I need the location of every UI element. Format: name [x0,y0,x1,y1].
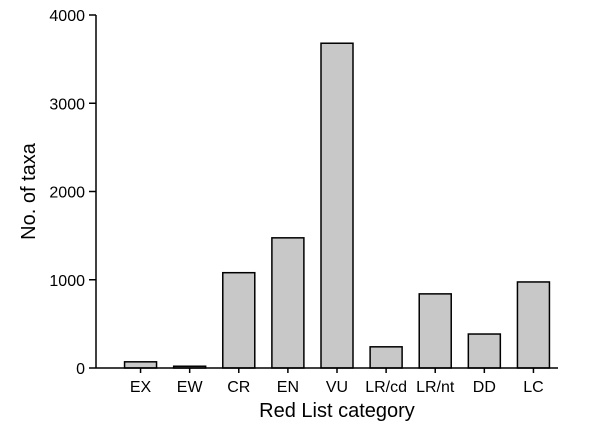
bars-layer [123,42,551,369]
y-tick-label-3000: 3000 [49,96,85,113]
y-ticks: 0 1000 2000 3000 4000 [49,8,96,378]
bar-dd [467,333,502,369]
y-tick-label-0: 0 [76,361,85,378]
x-tick-label-lr-cd: LR/cd [365,379,407,396]
bar-lr-nt [418,293,452,369]
x-tick-label-ew: EW [177,379,204,396]
bar-cr [222,271,256,369]
bar-lr-cd [369,346,403,369]
x-tick-label-en: EN [277,379,299,396]
y-axis-title: No. of taxa [18,142,40,240]
bar-lc [516,281,551,369]
x-tick-label-lr-nt: LR/nt [416,379,455,396]
x-ticks: EX EW CR EN VU LR/cd LR/nt DD LC [130,368,544,396]
x-tick-label-cr: CR [227,379,250,396]
bar-ex [123,361,158,369]
x-tick-label-lc: LC [523,379,543,396]
bar-vu [320,42,354,369]
x-tick-label-dd: DD [473,379,496,396]
bar-en [271,237,305,369]
y-tick-label-2000: 2000 [49,185,85,202]
x-tick-label-ex: EX [130,379,152,396]
y-tick-label-1000: 1000 [49,273,85,290]
y-tick-label-4000: 4000 [49,8,85,25]
x-tick-label-vu: VU [326,379,348,396]
x-axis-title: Red List category [259,400,415,422]
